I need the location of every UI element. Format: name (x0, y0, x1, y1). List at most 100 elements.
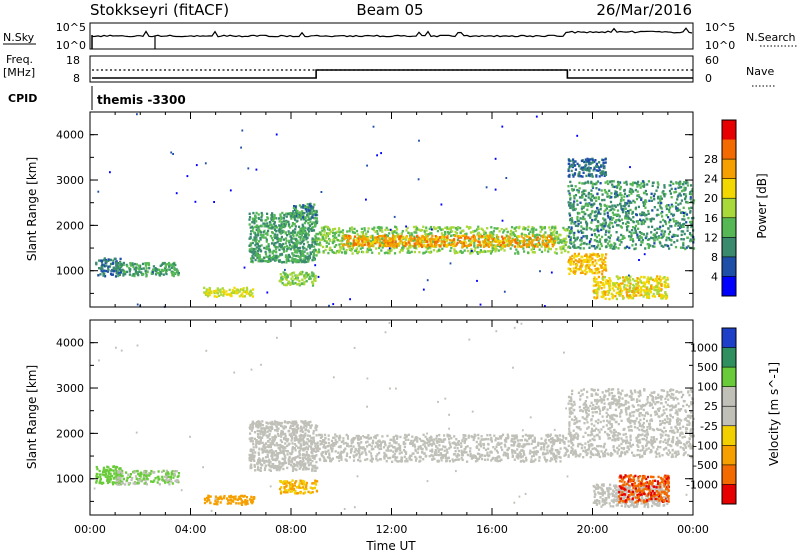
power-echo-cell (258, 240, 261, 243)
power-echo-cell (308, 217, 311, 221)
power-echo-cell (495, 244, 498, 247)
power-echo-cell (563, 228, 566, 231)
power-echo-cell (407, 249, 410, 253)
power-echo-cell (413, 250, 416, 254)
noise-echo-cell (503, 290, 506, 293)
power-echo-cell (302, 228, 305, 231)
power-echo-cell (647, 246, 650, 249)
power-echo-cell (289, 248, 292, 251)
power-echo-cell (254, 240, 257, 243)
power-echo-cell (110, 273, 113, 276)
velocity-echo-cell (304, 434, 307, 437)
power-echo-cell (605, 238, 608, 241)
power-echo-cell (636, 185, 639, 188)
power-echo-cell (558, 233, 561, 236)
power-echo-cell (659, 280, 662, 283)
power-echo-cell (497, 249, 500, 252)
velocity-echo-cell (205, 500, 208, 503)
power-echo-cell (136, 273, 139, 276)
nsky-label: N.Sky (3, 31, 35, 44)
power-echo-cell (313, 203, 316, 206)
power-echo-cell (514, 241, 518, 244)
power-echo-cell (313, 250, 316, 253)
velocity-echo-cell (127, 473, 130, 476)
noise-echo-cell (275, 133, 278, 136)
power-echo-cell (647, 280, 650, 283)
power-echo-cell (585, 220, 588, 223)
power-echo-cell (350, 226, 354, 229)
power-echo-cell (556, 235, 559, 238)
power-echo-cell (304, 235, 308, 238)
velocity-echo-cell (261, 424, 264, 427)
velocity-echo-cell (121, 474, 124, 478)
power-echo-cell (589, 167, 592, 170)
velocity-echo-cell (99, 479, 102, 482)
power-echo-cell (555, 235, 558, 238)
power-echo-cell (614, 190, 617, 193)
power-echo-cell (496, 240, 499, 243)
power-echo-cell (503, 245, 506, 248)
velocity-echo-cell (104, 475, 107, 478)
power-echo-cell (627, 204, 630, 208)
velocity-echo-cell (306, 456, 309, 459)
power-echo-cell (265, 225, 268, 228)
power-echo-cell (282, 260, 285, 264)
power-echo-cell (305, 257, 308, 260)
power-echo-cell (294, 258, 297, 261)
power-echo-cell (286, 247, 289, 251)
power-echo-cell (583, 242, 586, 245)
velocity-echo-cell (120, 482, 123, 485)
noise-echo-cell (97, 190, 100, 193)
power-echo-cell (304, 231, 307, 234)
power-echo-cell (482, 245, 485, 248)
power-echo-cell (379, 229, 382, 232)
power-echo-cell (341, 245, 344, 249)
power-echo-cell (170, 263, 173, 267)
power-echo-cell (604, 293, 607, 296)
power-echo-cell (584, 260, 587, 263)
power-echo-cell (304, 216, 307, 219)
velocity-echo-cell (288, 462, 291, 465)
power-echo-cell (304, 277, 307, 280)
power-echo-cell (591, 209, 594, 213)
freq-tick-lo: 8 (73, 72, 80, 85)
power-echo-cell (469, 249, 472, 253)
power-echo-cell (135, 266, 138, 269)
power-echo-cell (549, 229, 552, 232)
power-echo-cell (673, 241, 676, 244)
power-echo-cell (417, 245, 420, 248)
power-echo-cell (510, 234, 513, 237)
power-echo-cell (335, 231, 338, 234)
power-echo-cell (580, 225, 583, 228)
power-echo-cell (587, 158, 590, 161)
power-echo-cell (461, 251, 464, 254)
power-echo-cell (608, 278, 612, 282)
colorbar-tick-label: 4 (711, 270, 718, 283)
power-echo-cell (623, 279, 626, 282)
velocity-echo-cell (129, 475, 132, 478)
power-echo-cell (574, 266, 578, 269)
power-echo-cell (670, 196, 673, 199)
power-echo-cell (484, 243, 487, 246)
power-echo-cell (306, 236, 309, 240)
power-echo-cell (113, 266, 116, 270)
power-echo-cell (360, 231, 363, 234)
power-echo-cell (620, 218, 623, 221)
power-echo-cell (679, 246, 683, 249)
power-echo-cell (570, 217, 573, 220)
power-echo-cell (659, 278, 662, 282)
freq-label-1: Freq. (6, 53, 33, 66)
power-echo-cell (131, 262, 134, 265)
power-echo-cell (476, 246, 479, 249)
power-echo-cell (603, 225, 606, 228)
power-echo-cell (580, 236, 583, 240)
velocity-echo-cell (209, 501, 212, 505)
power-echo-cell (617, 224, 620, 227)
power-echo-cell (650, 199, 653, 202)
power-echo-cell (300, 254, 304, 257)
power-echo-cell (678, 183, 681, 186)
power-echo-cell (608, 195, 611, 198)
power-echo-cell (351, 246, 354, 249)
velocity-echo-cell (165, 473, 168, 476)
velocity-echo-cell (139, 479, 142, 482)
